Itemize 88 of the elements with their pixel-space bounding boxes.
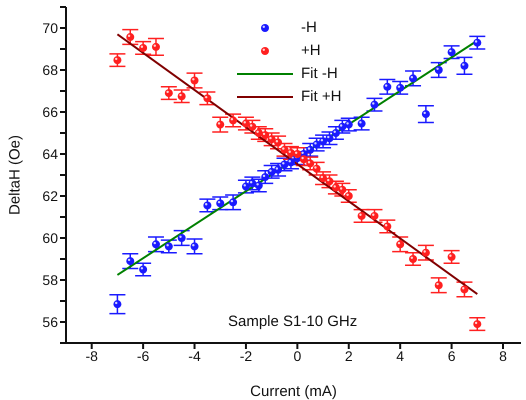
y-axis-title: DeltaH (Oe) <box>6 134 24 216</box>
point <box>126 33 134 42</box>
x-tick-label: -2 <box>240 348 252 364</box>
point <box>409 74 418 82</box>
point <box>344 120 353 129</box>
y-tick-label: 66 <box>42 104 58 120</box>
x-tick-label: -6 <box>136 348 150 364</box>
point <box>229 198 238 206</box>
point <box>358 212 366 220</box>
point <box>370 212 378 220</box>
point <box>409 255 418 263</box>
point <box>190 76 199 84</box>
point <box>448 48 456 56</box>
point <box>319 137 328 146</box>
legend-label: Fit -H <box>301 65 338 82</box>
point <box>178 92 186 100</box>
x-tick-label: 2 <box>344 348 353 364</box>
y-tick-label: 64 <box>42 146 58 162</box>
point <box>312 140 321 149</box>
point <box>216 120 224 129</box>
y-tick-label: 58 <box>42 272 58 288</box>
point <box>164 89 173 98</box>
point <box>448 252 456 261</box>
point <box>434 66 443 74</box>
point <box>422 110 430 118</box>
point <box>312 164 321 173</box>
x-tick-label: 6 <box>448 348 456 364</box>
x-tick-label: -8 <box>85 348 98 364</box>
point <box>113 300 122 308</box>
point <box>152 240 160 248</box>
point <box>139 44 148 52</box>
point <box>370 100 378 109</box>
point <box>473 320 482 328</box>
y-tick-label: 62 <box>42 188 58 204</box>
point <box>434 281 443 290</box>
y-tick-label: 56 <box>42 314 58 330</box>
point <box>254 182 263 190</box>
point <box>286 158 295 166</box>
point <box>261 131 270 140</box>
point <box>268 135 276 144</box>
point <box>152 42 160 51</box>
point <box>358 120 366 128</box>
point <box>383 82 392 91</box>
legend-label: -H <box>301 19 317 36</box>
point <box>325 177 334 186</box>
point <box>306 146 314 154</box>
point <box>242 120 250 128</box>
point <box>422 248 430 257</box>
point <box>332 129 340 137</box>
point <box>338 186 346 194</box>
y-tick-label: 68 <box>42 62 58 78</box>
point <box>396 84 404 92</box>
point <box>344 192 353 200</box>
point <box>460 285 468 294</box>
point <box>113 56 122 64</box>
point <box>274 138 282 146</box>
point <box>164 242 173 250</box>
point <box>190 242 199 250</box>
point <box>274 166 282 174</box>
legend-label: Fit +H <box>301 88 342 105</box>
point <box>216 199 224 208</box>
point <box>473 38 482 47</box>
legend-label: +H <box>301 42 321 59</box>
point <box>396 240 404 248</box>
point <box>460 62 468 70</box>
point <box>306 159 314 168</box>
point <box>293 150 302 158</box>
point <box>229 116 238 124</box>
point <box>139 266 148 274</box>
x-axis-title: Current (mA) <box>250 383 337 400</box>
point <box>300 155 308 164</box>
x-tick-label: 4 <box>396 348 404 364</box>
y-tick-label: 60 <box>42 230 58 246</box>
point <box>178 234 186 242</box>
x-tick-label: -4 <box>188 348 201 364</box>
x-tick-label: 8 <box>499 348 508 364</box>
annotation: Sample S1-10 GHz <box>228 313 358 330</box>
point <box>325 134 334 142</box>
point <box>383 222 392 230</box>
point <box>319 174 328 182</box>
x-tick-label: 0 <box>293 348 302 364</box>
y-tick-label: 70 <box>42 20 58 36</box>
point <box>248 122 256 131</box>
point <box>261 173 270 182</box>
point <box>126 257 134 266</box>
point <box>242 182 250 191</box>
point <box>203 94 212 102</box>
point <box>203 201 212 210</box>
